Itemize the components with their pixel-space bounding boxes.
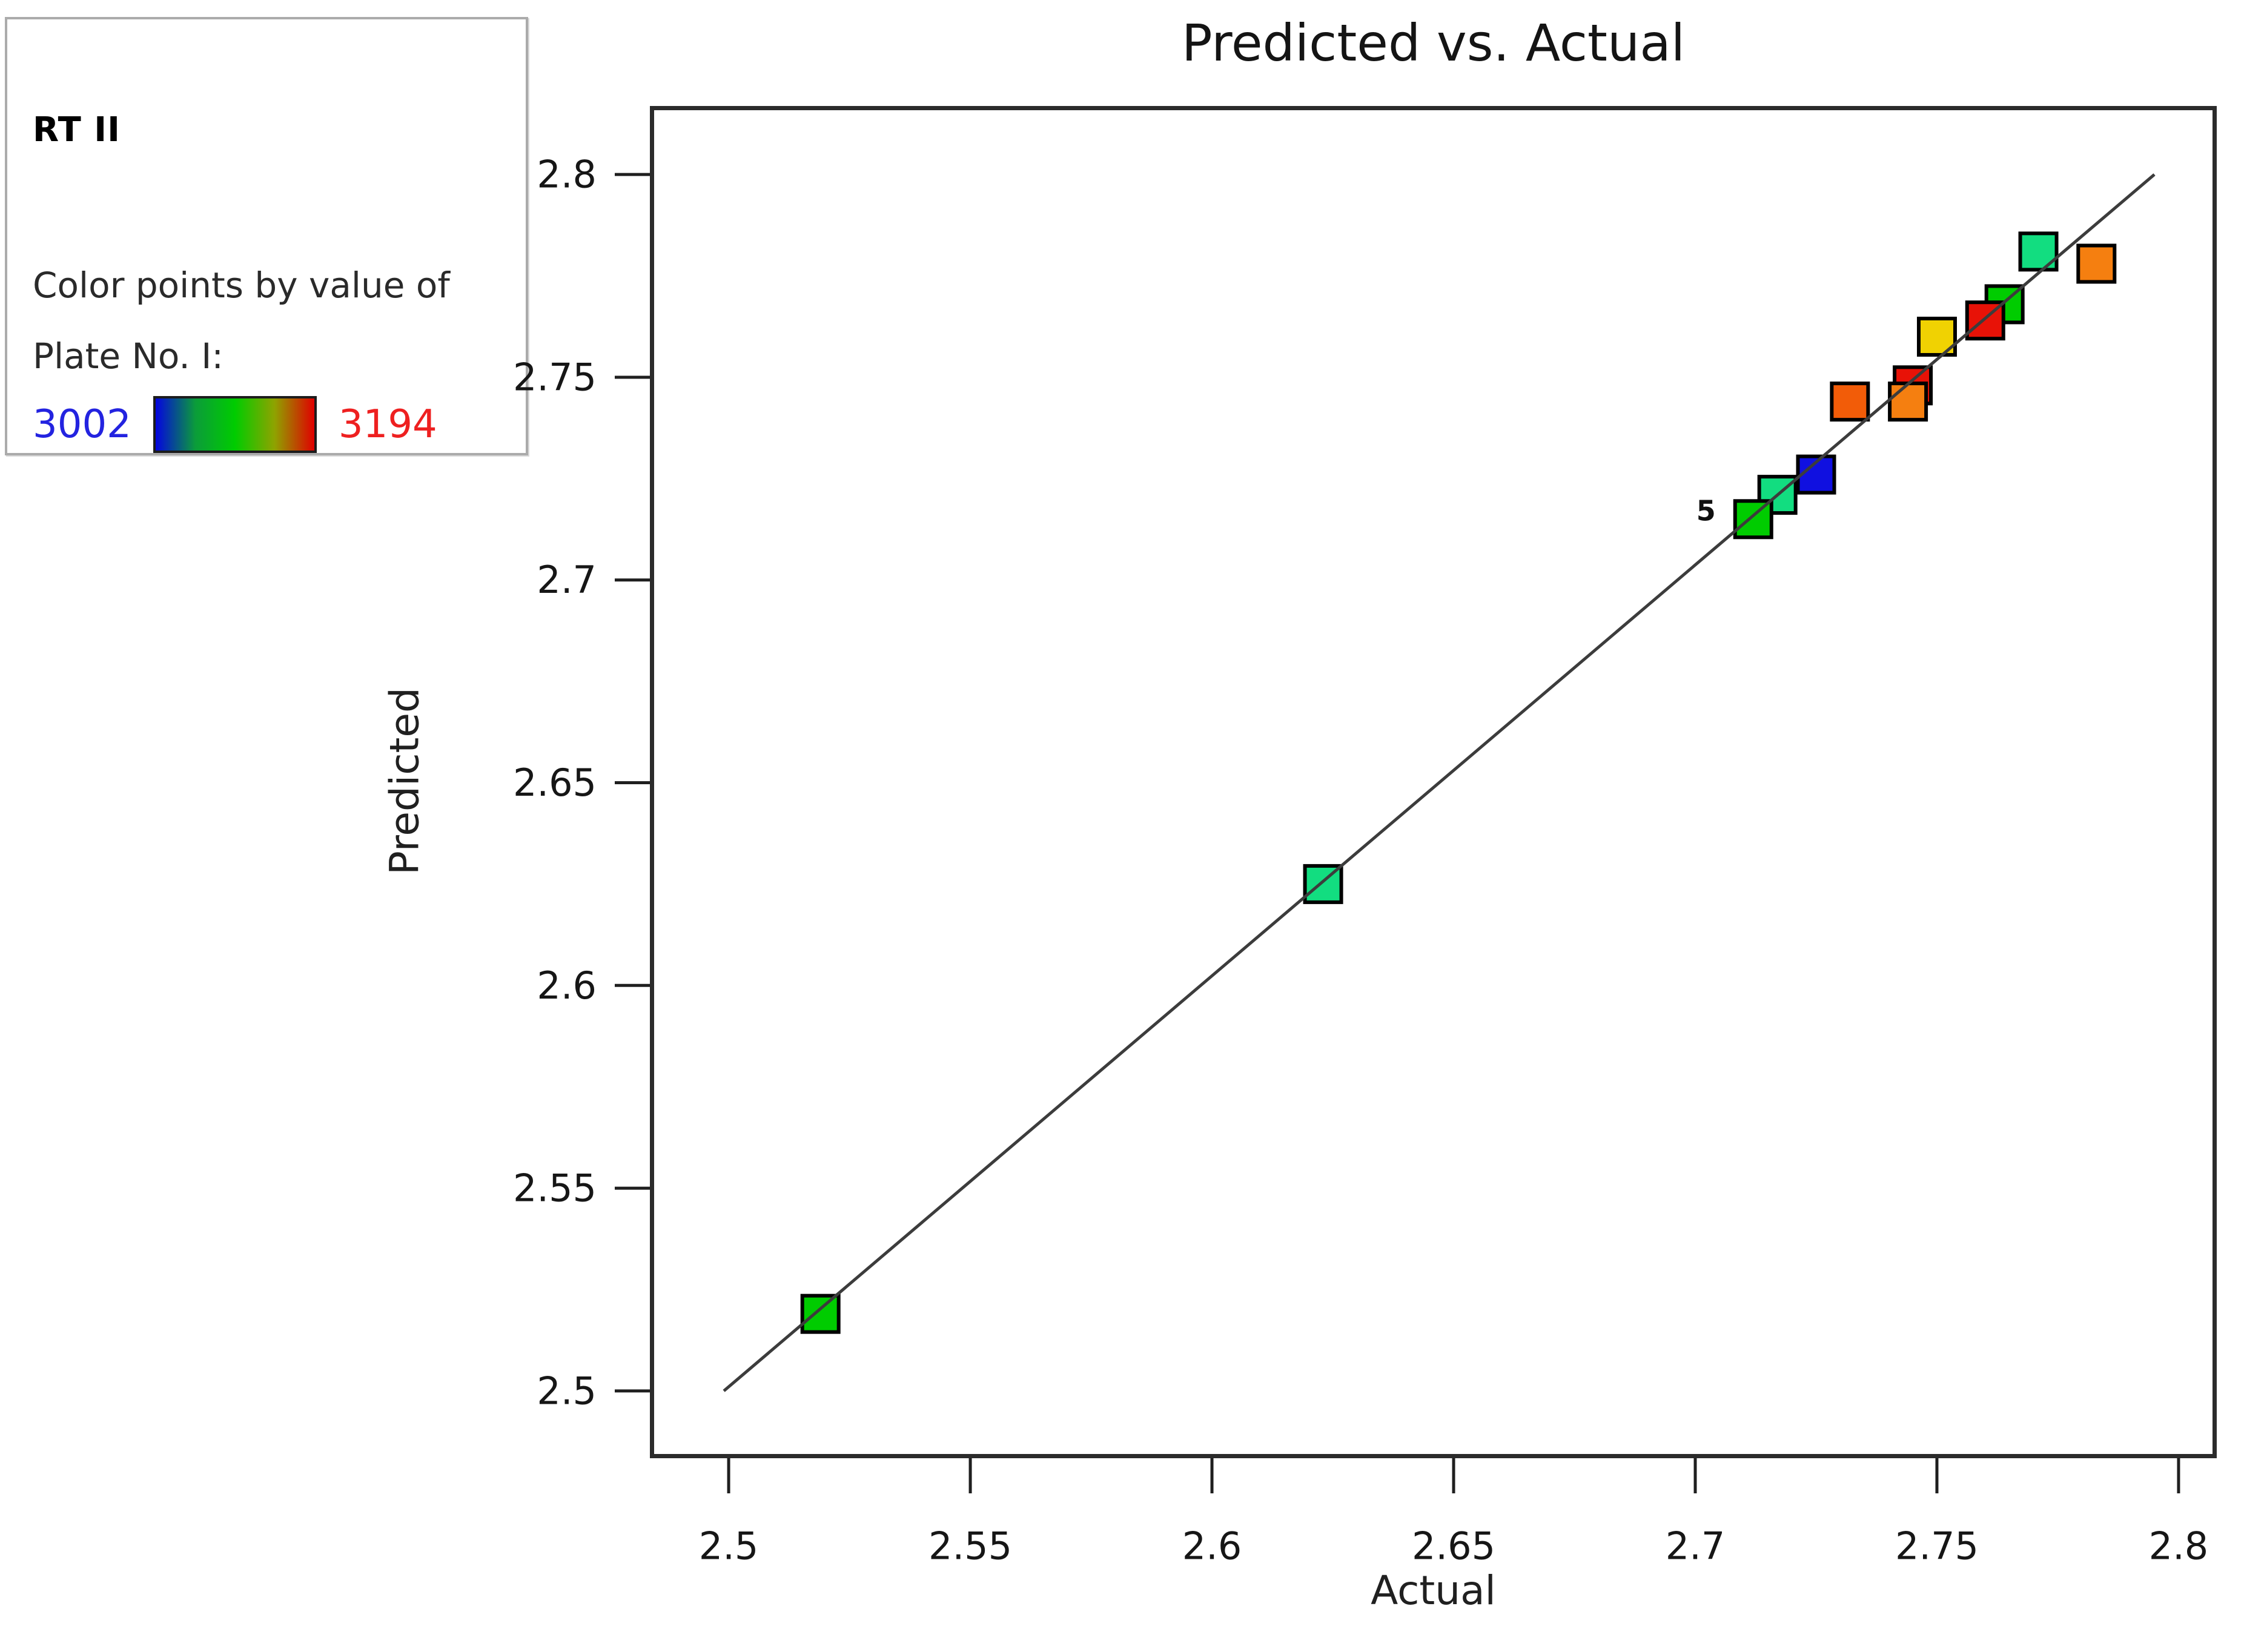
data-point bbox=[800, 1294, 841, 1334]
y-axis-title: Predicted bbox=[381, 687, 428, 875]
scatter-plot-svg: 5 2.5 2.55 2.6 2.65 2.7 2.75 2.8 2.5 2.55 2.6 2.65 2… bbox=[513, 106, 2217, 1568]
legend-caption-line2: Plate No. I: bbox=[33, 335, 223, 377]
identity-line bbox=[723, 173, 2156, 1392]
legend-caption-line1: Color points by value of bbox=[33, 265, 450, 306]
y-tick-label: 2.65 bbox=[513, 761, 597, 805]
color-scale-row: 3002 3194 bbox=[33, 396, 437, 453]
x-tick-label: 2.65 bbox=[1412, 1524, 1495, 1568]
y-tick-label: 2.75 bbox=[513, 355, 597, 399]
data-point bbox=[2076, 243, 2117, 284]
x-tick-label: 2.75 bbox=[1895, 1524, 1979, 1568]
x-tick-label: 2.7 bbox=[1666, 1524, 1726, 1568]
response-name: RT II bbox=[33, 110, 121, 150]
data-point bbox=[1888, 382, 1928, 422]
x-tick-label: 2.6 bbox=[1182, 1524, 1242, 1568]
color-gradient-bar bbox=[153, 396, 317, 453]
y-tick-label: 2.7 bbox=[537, 558, 597, 602]
legend-box: RT II Color points by value of Plate No.… bbox=[5, 17, 528, 455]
plot-area: 5 2.5 2.55 2.6 2.65 2.7 2.75 2.8 2.5 2.55 2.6 2.65 2… bbox=[513, 106, 2217, 1568]
color-scale-max-value: 3194 bbox=[338, 402, 437, 447]
x-tick-label: 2.8 bbox=[2149, 1524, 2209, 1568]
x-tick-label: 2.55 bbox=[928, 1524, 1012, 1568]
x-tick-label: 2.5 bbox=[699, 1524, 759, 1568]
y-tick-label: 2.5 bbox=[537, 1369, 597, 1413]
color-scale-min-value: 3002 bbox=[33, 402, 131, 447]
plot-border bbox=[650, 106, 2217, 1458]
y-tick-label: 2.8 bbox=[537, 153, 597, 197]
chart-title: Predicted vs. Actual bbox=[1181, 13, 1686, 73]
data-point bbox=[1830, 382, 1870, 422]
y-tick-label: 2.6 bbox=[537, 963, 597, 1008]
y-tick-label: 2.55 bbox=[513, 1166, 597, 1211]
data-point bbox=[1733, 499, 1773, 540]
point-count-label: 5 bbox=[1696, 494, 1716, 527]
x-axis-title: Actual bbox=[1371, 1567, 1496, 1614]
